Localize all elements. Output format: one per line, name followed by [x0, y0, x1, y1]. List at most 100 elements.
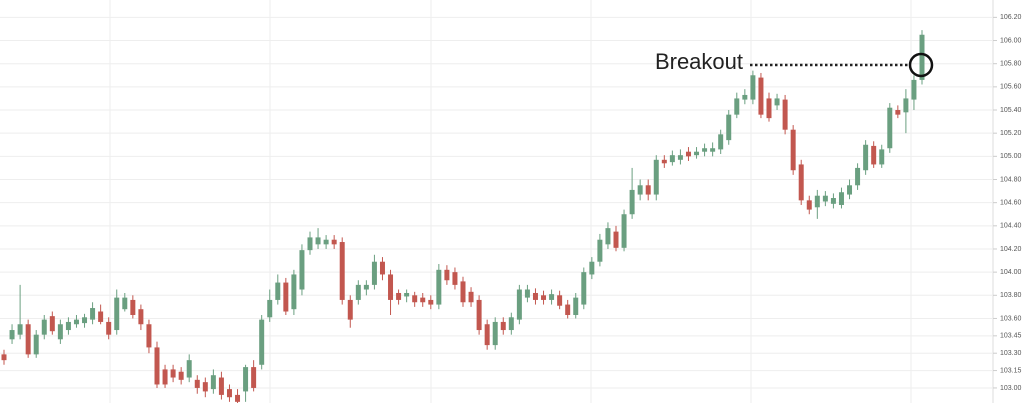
candle-body — [259, 319, 265, 365]
candle-body — [41, 319, 47, 335]
candle-body — [613, 231, 619, 248]
candle-body — [186, 360, 192, 378]
candle-body — [669, 155, 675, 163]
candle-body — [653, 159, 659, 195]
candle-body — [82, 317, 88, 324]
candle-body — [57, 324, 63, 340]
y-tick-label: 104.80 — [1000, 176, 1022, 183]
candle-body — [307, 237, 313, 251]
candle-body — [468, 291, 474, 303]
y-tick-label: 104.20 — [1000, 246, 1022, 253]
candle-body — [154, 347, 160, 385]
candle-body — [919, 34, 925, 80]
candle-body — [178, 371, 184, 380]
candle-body — [396, 292, 402, 300]
candle-body — [404, 292, 410, 297]
candle-body — [742, 94, 748, 100]
candle-body — [130, 299, 136, 315]
annotation: Breakout — [655, 49, 743, 74]
candle-body — [532, 292, 538, 300]
candle-body — [911, 79, 917, 100]
candle-body — [750, 75, 756, 100]
candle-body — [847, 185, 853, 195]
candle-body — [49, 316, 55, 332]
candle-body — [830, 198, 836, 204]
candle-body — [331, 239, 337, 245]
candle-body — [710, 148, 716, 152]
candle-body — [814, 195, 820, 208]
y-tick-label: 106.00 — [1000, 37, 1022, 44]
y-tick-label: 105.40 — [1000, 107, 1022, 114]
candle-body — [17, 324, 23, 335]
candle-body — [694, 151, 700, 156]
candle-body — [194, 379, 200, 388]
candle-body — [283, 282, 289, 312]
candle-body — [428, 299, 434, 305]
y-tick-label: 105.60 — [1000, 84, 1022, 91]
candle-body — [452, 272, 458, 285]
candle-body — [363, 284, 369, 290]
candle-body — [838, 192, 844, 205]
y-tick-label: 104.00 — [1000, 269, 1022, 276]
y-tick-label: 103.60 — [1000, 315, 1022, 322]
candle-body — [388, 274, 394, 300]
candle-body — [790, 129, 796, 171]
candle-body — [597, 239, 603, 262]
candle-body — [379, 261, 385, 275]
candle-body — [887, 107, 893, 149]
candle-body — [98, 311, 104, 322]
candle-body — [589, 261, 595, 275]
candle-body — [1, 354, 7, 361]
candle-body — [718, 134, 724, 150]
candle-body — [557, 295, 563, 306]
candle-body — [436, 269, 442, 305]
candle-body — [299, 250, 305, 290]
candle-body — [323, 239, 329, 245]
candle-body — [855, 167, 861, 186]
candle-body — [226, 389, 232, 398]
candle-body — [573, 297, 579, 315]
candle-body — [774, 98, 780, 106]
candle-body — [339, 242, 345, 300]
y-tick-label: 103.30 — [1000, 350, 1022, 357]
candle-body — [65, 321, 71, 331]
candle-body — [726, 114, 732, 141]
candle-body — [565, 304, 571, 315]
candle-body — [661, 159, 667, 164]
candle-body — [347, 299, 353, 320]
candle-body — [484, 324, 490, 346]
y-tick-label: 105.00 — [1000, 153, 1022, 160]
candle-body — [806, 200, 812, 210]
y-tick-label: 103.45 — [1000, 333, 1022, 340]
y-tick-label: 103.80 — [1000, 292, 1022, 299]
candle-body — [702, 148, 708, 152]
candle-body — [275, 282, 281, 300]
candle-body — [508, 317, 514, 331]
breakout-circle — [908, 52, 934, 78]
y-tick-label: 103.15 — [1000, 367, 1022, 374]
candle-body — [291, 274, 297, 310]
candle-body — [645, 185, 651, 195]
y-tick-label: 103.00 — [1000, 385, 1022, 392]
candle-body — [202, 382, 208, 392]
candle-body — [879, 149, 885, 165]
candle-body — [138, 309, 144, 325]
y-tick-label: 104.40 — [1000, 223, 1022, 230]
candle-body — [524, 289, 530, 298]
candle-body — [251, 367, 257, 388]
candle-body — [315, 237, 321, 245]
candle-body — [371, 261, 377, 285]
candle-body — [863, 144, 869, 171]
y-tick-label: 105.20 — [1000, 130, 1022, 137]
candle-body — [412, 295, 418, 303]
candle-body — [766, 98, 772, 119]
candle-body — [782, 99, 788, 130]
candle-body — [218, 377, 224, 395]
candle-body — [637, 185, 643, 195]
candle-body — [460, 281, 466, 303]
candle-body — [605, 228, 611, 245]
candle-body — [73, 319, 79, 325]
candle-body — [500, 321, 506, 331]
